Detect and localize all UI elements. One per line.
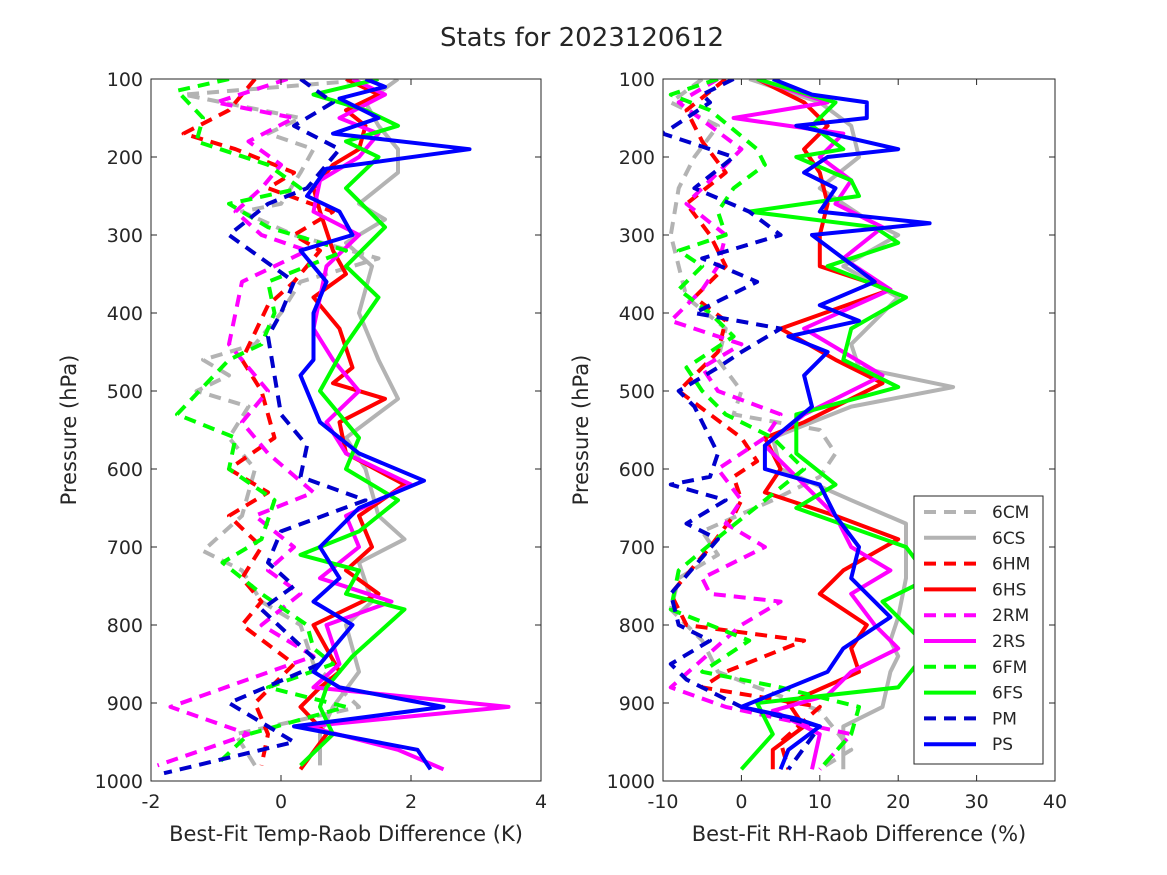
- y-tick-label: 700: [619, 537, 655, 559]
- series-6cm-line: [181, 79, 381, 767]
- legend-label-6cm: 6CM: [992, 503, 1029, 523]
- series-2rm-line: [668, 79, 854, 771]
- series-6cm-line: [668, 79, 854, 771]
- y-tick-label: 700: [107, 537, 143, 559]
- x-tick-label: 30: [965, 791, 989, 813]
- x-tick-label: 0: [735, 791, 747, 813]
- y-tick-label: 1000: [95, 771, 143, 793]
- series-6hm-line: [181, 79, 335, 766]
- y-tick-label: 800: [107, 615, 143, 637]
- series-2rm-line: [156, 79, 316, 768]
- legend-label-6hs: 6HS: [992, 580, 1026, 600]
- series-group: [156, 79, 511, 776]
- legend-label-6cs: 6CS: [992, 529, 1025, 549]
- x-tick-label: 40: [1043, 791, 1067, 813]
- y-tick-label: 900: [107, 693, 143, 715]
- y-axis-label: Pressure (hPa): [57, 355, 81, 506]
- series-6fm-line: [175, 79, 348, 767]
- temp-difference-panel: -2 0 2 4 100 200 300 400 500 600 700 800 900 1000 Best…: [57, 69, 547, 846]
- series-6fs-line: [298, 79, 407, 767]
- x-tick-label: -10: [647, 791, 678, 813]
- y-tick-label: 800: [619, 615, 655, 637]
- legend-label-2rm: 2RM: [992, 606, 1029, 626]
- y-tick-label: 200: [107, 147, 143, 169]
- legend-label-ps: PS: [992, 735, 1013, 755]
- y-axis-label: Pressure (hPa): [569, 355, 593, 506]
- series-pm-line: [663, 79, 822, 771]
- legend-label-6fs: 6FS: [992, 684, 1023, 704]
- y-tick-label: 900: [619, 693, 655, 715]
- legend-label-2rs: 2RS: [992, 632, 1025, 652]
- x-tick-label: 10: [808, 791, 832, 813]
- x-tick-label: 4: [535, 791, 547, 813]
- x-tick-label: -2: [142, 791, 161, 813]
- x-tick-label: 20: [886, 791, 910, 813]
- x-tick-label: 2: [405, 791, 417, 813]
- x-axis-label: Best-Fit Temp-Raob Difference (K): [169, 822, 523, 846]
- y-tick-label: 100: [619, 69, 655, 91]
- figure-title: Stats for 2023120612: [440, 23, 724, 53]
- axes-box: [662, 78, 1056, 782]
- y-tick-label: 600: [107, 459, 143, 481]
- y-tick-label: 400: [107, 303, 143, 325]
- x-axis-label: Best-Fit RH-Raob Difference (%): [692, 822, 1026, 846]
- y-tick-label: 500: [107, 381, 143, 403]
- legend-label-6fm: 6FM: [992, 658, 1027, 678]
- x-tick-label: 0: [275, 791, 287, 813]
- y-tick-label: 1000: [607, 771, 655, 793]
- y-tick-label: 500: [619, 381, 655, 403]
- legend-label-6hm: 6HM: [992, 555, 1030, 575]
- y-tick-label: 300: [107, 225, 143, 247]
- series-ps-line: [739, 79, 932, 771]
- series-ps-line: [292, 79, 472, 771]
- y-tick-label: 200: [619, 147, 655, 169]
- legend: 6CM 6CS 6HM 6HS 2RM 2RS 6FM 6FS PM PS: [913, 495, 1044, 765]
- y-tick-label: 400: [619, 303, 655, 325]
- axes-box: [150, 78, 542, 782]
- y-tick-label: 100: [107, 69, 143, 91]
- series-6fm-line: [668, 79, 861, 771]
- legend-label-pm: PM: [992, 709, 1017, 729]
- series-6cs-line: [318, 79, 407, 766]
- y-tick-label: 300: [619, 225, 655, 247]
- y-tick-label: 600: [619, 459, 655, 481]
